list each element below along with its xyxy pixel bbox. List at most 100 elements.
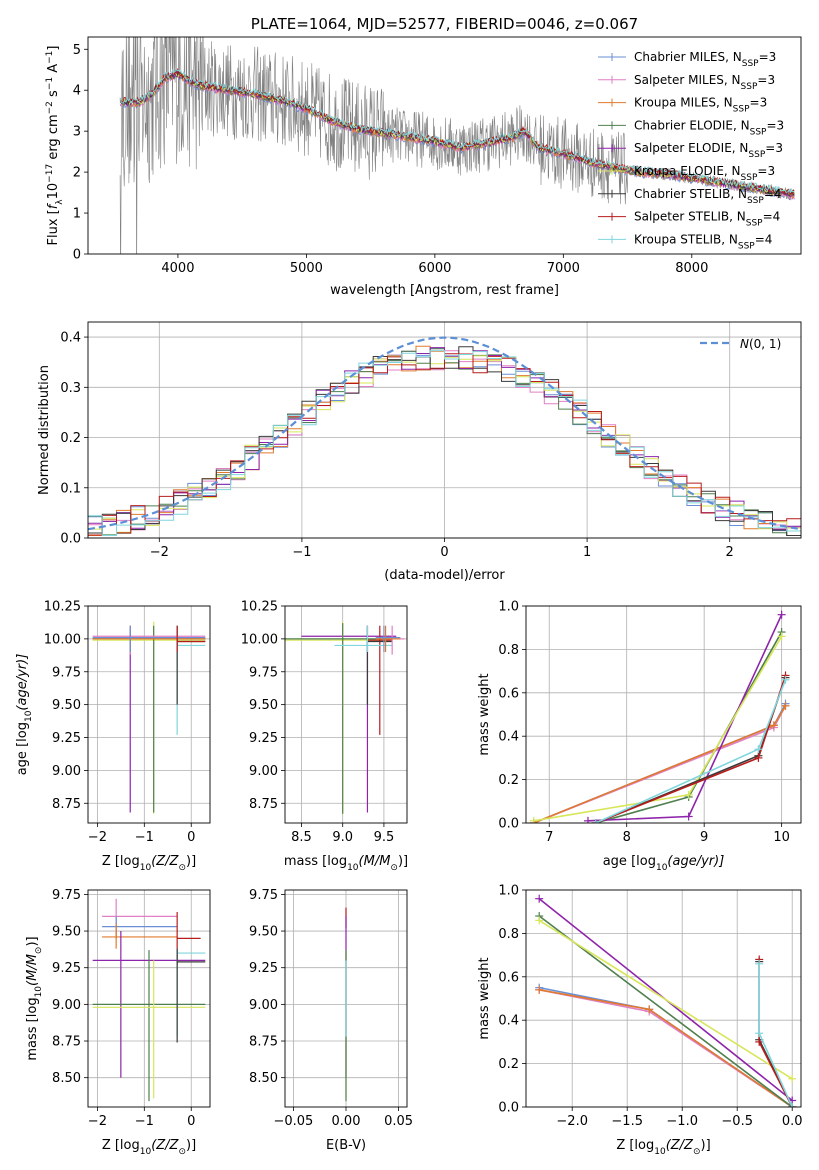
y-tick-label: 0.6 [498,970,519,985]
label-part: =3 [766,118,784,132]
y-tick-label: 0.8 [498,643,519,658]
y-tick-label: 2 [73,166,81,181]
y-tick-label: 0.2 [60,431,81,446]
y-tick-label: 5 [73,43,81,58]
y-tick-label: 8.75 [249,1035,278,1050]
x-tick-label: −2.0 [556,1114,588,1129]
axes-residuals: −2 −1 0 1 2 0.0 0.1 0.2 0.3 0.4 (data-model)/error… [37,321,802,583]
x-tick-label: −2 [88,830,107,845]
y-tick-label: 0.4 [498,730,519,745]
label-part: 10 [654,1147,666,1157]
legend-label: Chabrier MILES, NSSP=3 [634,50,776,69]
label-part: −1 [45,51,55,64]
y-tick-label: 10.25 [241,600,278,615]
legend-label: Kroupa ELODIE, NSSP=3 [634,164,775,183]
y-tick-label: 8.75 [52,797,81,812]
model-spectrum [119,68,795,194]
y-tick-label: 9.25 [249,961,278,976]
y-tick-label: 0.0 [498,1101,519,1116]
axes-frame [87,605,211,824]
chart-title: PLATE=1064, MJD=52577, FIBERID=0046, z=0… [251,15,638,33]
x-axis-label: age [log10(age/yr)] [603,854,725,873]
label-part: Kroupa ELODIE, N [634,164,741,178]
axes-frame [525,889,802,1108]
label-part: ⊙ [34,947,44,955]
axes-weight-vs-Z: −2.0 −1.5 −1.0 −0.5 0.0 0.0 0.2 0.4 0.6 0.8 1.0 Z [… [477,884,803,1158]
plot-area [119,37,795,254]
label-part: (Z/Z [151,1138,179,1153]
weight-line [538,915,793,1107]
x-tick-label: 6000 [418,261,451,276]
x-axis-label: Z [log10(Z/Z⊙)] [102,854,196,873]
y-tick-label: 4 [73,84,81,99]
y-axis-label: mass weight [477,673,492,755]
label-part: mass [log [25,997,40,1060]
y-tick-label: 9.00 [52,998,81,1013]
axes-age-vs-mass: 8.5 9.0 9.5 8.75 9.00 9.25 9.50 9.75 10.00 10.25 m… [241,600,408,874]
label-part: Kroupa STELIB, N [634,232,738,246]
label-part: )] [186,1138,196,1153]
plot-area [529,610,790,823]
y-tick-label: 9.25 [52,731,81,746]
label-part: SSP [750,127,767,137]
axes-frame [87,889,211,1108]
label-part: SSP [748,150,765,160]
y-tick-label: 9.00 [249,998,278,1013]
label-part: =3 [750,96,768,110]
x-tick-label: −1 [135,830,154,845]
x-axis-label: (data-model)/error [384,568,505,583]
label-part: ⊙ [178,863,186,873]
y-tick-label: 10.25 [44,600,81,615]
label-part: Z [log [102,854,140,869]
label-part: 10 [24,710,34,722]
y-tick-label: 9.75 [52,665,81,680]
legend-label: Kroupa STELIB, NSSP=4 [634,232,772,251]
y-tick-label: 9.75 [249,665,278,680]
y-axis-label: Normed distribution [37,365,52,495]
label-part: =3 [765,141,783,155]
histogram-series [88,353,801,536]
label-part: age [log [15,722,30,775]
label-part: λ [55,199,65,205]
label-part: 10 [34,986,44,998]
y-tick-label: 9.50 [249,925,278,940]
label-part: Salpeter ELODIE, N [634,141,748,155]
label-part: =4 [764,187,782,201]
y-tick-label: 9.50 [52,925,81,940]
x-tick-label: 0.00 [332,1114,361,1129]
x-axis-label: E(B-V) [326,1138,366,1153]
legend-label: Kroupa MILES, NSSP=3 [634,96,767,115]
x-axis-label: mass [log10(M/M⊙)] [284,854,408,873]
axes-spectrum: 4000 5000 6000 7000 8000 0 1 2 3 4 5 PLATE=1064, MJ… [45,15,802,298]
label-part: −2 [45,101,55,114]
legend-label: Salpeter ELODIE, NSSP=3 [634,141,783,160]
axes-frame [284,889,408,1108]
x-tick-label: 0 [187,830,195,845]
x-tick-label: 0.05 [384,1114,413,1129]
y-tick-label: 9.50 [249,698,278,713]
y-tick-label: 0.6 [498,686,519,701]
plot-area [285,621,405,814]
x-tick-label: 10 [773,830,790,845]
plot-area [92,621,206,814]
x-tick-label: 0 [440,545,448,560]
x-tick-label: 0 [187,1114,195,1129]
label-part: f [46,202,61,209]
x-tick-label: −0.5 [721,1114,753,1129]
x-tick-label: 0.0 [782,1114,803,1129]
x-tick-label: −1 [135,1114,154,1129]
label-part: SSP [742,59,759,69]
x-tick-label: −2 [150,545,169,560]
label-part: (0, 1) [749,337,781,351]
label-part: age [log [603,854,656,869]
x-tick-label: 8000 [675,261,708,276]
x-tick-label: 7000 [547,261,580,276]
plot-area [535,894,797,1107]
label-part: (M/M [25,954,40,986]
label-part: Kroupa MILES, N [634,96,733,110]
y-tick-label: 0.8 [498,927,519,942]
x-tick-label: −1.5 [611,1114,643,1129]
label-part: Chabrier STELIB, N [634,187,747,201]
